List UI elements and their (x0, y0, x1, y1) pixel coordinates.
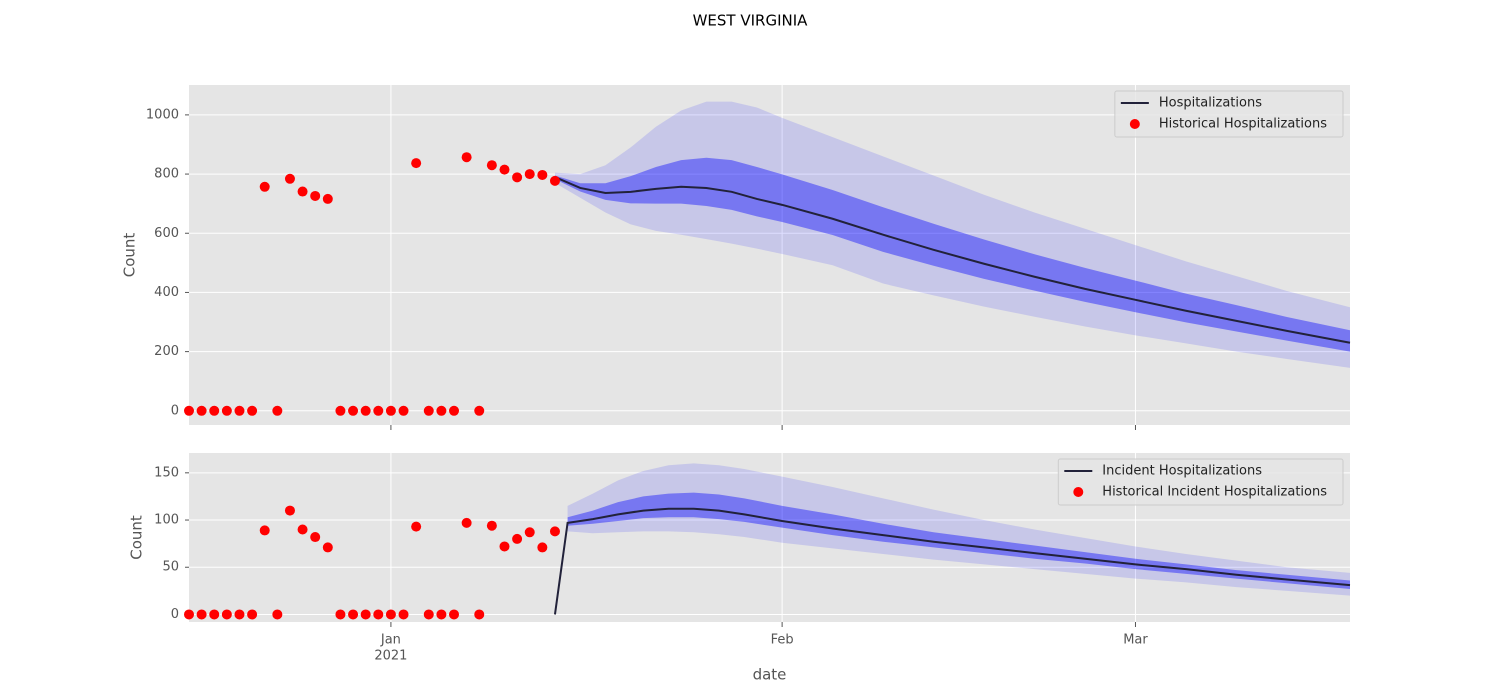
historical-point (549, 175, 560, 186)
historical-point (398, 609, 409, 620)
y-tick-label: 600 (154, 226, 179, 241)
historical-point (272, 609, 283, 620)
y-tick-label: 200 (154, 344, 179, 359)
historical-point (272, 405, 283, 416)
legend-label: Incident Hospitalizations (1102, 464, 1262, 479)
historical-point (221, 405, 232, 416)
historical-point (537, 542, 548, 553)
historical-point (335, 609, 346, 620)
historical-point (461, 152, 472, 163)
x-tick-label: Mar (1123, 633, 1148, 648)
y-tick-label: 100 (154, 513, 179, 528)
historical-point (297, 186, 308, 197)
y-tick-label: 400 (154, 285, 179, 300)
historical-point (322, 193, 333, 204)
uncertainty-band (567, 463, 1350, 596)
historical-point (524, 527, 535, 538)
forecast-line (554, 176, 1351, 344)
historical-point (436, 405, 447, 416)
historical-point (499, 541, 510, 552)
historical-point (322, 542, 333, 553)
forecast-line (553, 507, 1351, 615)
y-tick-label: 0 (171, 607, 179, 622)
historical-point (234, 405, 245, 416)
historical-point (474, 609, 485, 620)
legend-dot (1129, 119, 1140, 129)
historical-point (234, 609, 245, 620)
x-axis-label: date (753, 666, 787, 684)
y-tick-label: 0 (171, 403, 179, 418)
historical-point (360, 405, 371, 416)
historical-point (247, 609, 258, 620)
historical-point (449, 609, 460, 620)
historical-point (512, 533, 523, 544)
historical-point (461, 517, 472, 528)
uncertainty-band (554, 101, 1350, 368)
legend-label: Hospitalizations (1159, 96, 1262, 111)
historical-point (385, 609, 396, 620)
legend-box (1057, 458, 1344, 506)
historical-point (486, 160, 497, 171)
historical-point (221, 609, 232, 620)
historical-point (247, 405, 258, 416)
x-tick-label: Jan (380, 633, 401, 648)
historical-point (411, 158, 422, 169)
y-tick-label: 800 (154, 167, 179, 182)
y-tick-label: 50 (162, 560, 179, 575)
historical-point (373, 609, 384, 620)
historical-point (512, 172, 523, 183)
legend: Incident Hospitalizations Historical Inci… (1057, 458, 1344, 506)
historical-point (259, 525, 270, 536)
legend-label: Historical Hospitalizations (1159, 117, 1327, 132)
historical-point (196, 609, 207, 620)
historical-point (184, 609, 194, 620)
historical-point (310, 190, 321, 201)
historical-point (310, 532, 321, 543)
historical-point (284, 505, 295, 516)
historical-point (499, 164, 510, 175)
historical-point (284, 173, 295, 184)
historical-point (335, 405, 346, 416)
historical-point (411, 521, 422, 532)
historical-point (209, 609, 220, 620)
y-axis-label: Count (121, 233, 139, 278)
y-tick-label: 1000 (146, 107, 179, 122)
historical-point (423, 405, 434, 416)
figure-title: WEST VIRGINIA (693, 12, 809, 30)
x-tick-label: Feb (771, 633, 794, 648)
historical-point (184, 405, 194, 416)
historical-point (348, 609, 359, 620)
historical-point (373, 405, 384, 416)
historical-point (385, 405, 396, 416)
y-tick-label: 150 (154, 465, 179, 480)
historical-point (474, 405, 485, 416)
historical-point (360, 609, 371, 620)
historical-point (436, 609, 447, 620)
historical-point (297, 524, 308, 535)
historical-point (398, 405, 409, 416)
historical-point (423, 609, 434, 620)
historical-point (537, 169, 548, 180)
historical-point (209, 405, 220, 416)
historical-point (486, 520, 497, 531)
axes-background (189, 85, 1350, 425)
y-axis-label: Count (128, 515, 146, 560)
historical-point (449, 405, 460, 416)
legend: Hospitalizations Historical Hospitalizati… (1114, 90, 1344, 138)
historical-point (196, 405, 207, 416)
legend-dot (1073, 487, 1084, 497)
historical-point (549, 526, 560, 537)
historical-point (259, 181, 270, 192)
legend-label: Historical Incident Hospitalizations (1102, 485, 1327, 500)
historical-point (524, 169, 535, 180)
legend-box (1114, 90, 1344, 138)
historical-point (348, 405, 359, 416)
x-tick-label: 2021 (374, 649, 407, 664)
